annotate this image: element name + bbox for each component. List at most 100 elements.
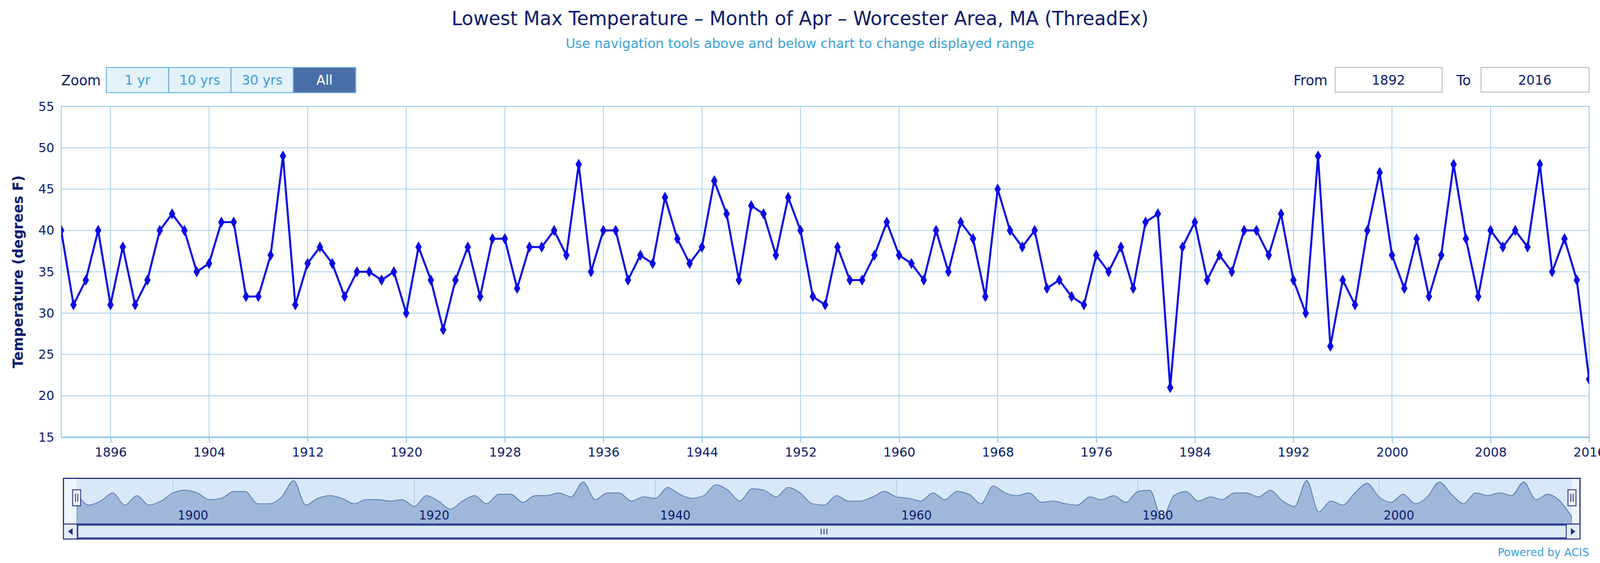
x-tick-label: 1928 [488, 444, 521, 460]
x-grid-line [898, 106, 901, 437]
series-marker [243, 291, 250, 303]
scrollbar-track[interactable] [63, 523, 1580, 539]
x-tick-mark [1391, 436, 1393, 443]
x-axis: 1896190419121920192819361944195219601968… [61, 436, 1600, 460]
x-tick-label: 1960 [883, 444, 916, 460]
zoom-button[interactable]: 30 yrs [231, 67, 294, 93]
series-marker [550, 224, 557, 237]
y-axis: 152025303540455055 [38, 99, 62, 445]
series-marker [747, 200, 755, 212]
y-tick: 35 [38, 264, 62, 280]
series-marker [341, 291, 348, 303]
series-marker [439, 323, 447, 336]
zoom-button-label[interactable]: 1 yr [124, 72, 151, 88]
series-line [61, 156, 1590, 388]
y-grid-line [61, 229, 1590, 232]
x-tick-label: 1976 [1080, 444, 1113, 460]
navigator-background[interactable] [63, 478, 1580, 524]
x-grid-line [1194, 106, 1196, 437]
y-grid-line [61, 188, 1590, 190]
scrollbar[interactable] [63, 523, 1580, 539]
x-tick-mark [110, 436, 112, 443]
navigator-handle-left[interactable] [72, 489, 81, 506]
series-marker [230, 216, 237, 229]
zoom-button-box[interactable] [293, 67, 356, 93]
series-marker [193, 265, 200, 278]
series-marker [969, 232, 977, 245]
x-tick-mark [1096, 436, 1098, 443]
zoom-button[interactable]: All [293, 67, 356, 93]
scrollbar-thumb[interactable] [77, 524, 1571, 538]
scrollbar-right-arrow[interactable] [1570, 527, 1576, 535]
credit[interactable]: Powered by ACIS [1497, 545, 1590, 559]
series-marker [94, 224, 102, 237]
navigator-selection[interactable] [76, 478, 1572, 524]
chart: Lowest Max Temperature – Month of Apr – … [0, 0, 1600, 563]
x-tick-label: 2008 [1474, 444, 1507, 460]
zoom-button-label[interactable]: All [316, 72, 333, 88]
x-tick: 1976 [1080, 436, 1113, 460]
navigator-handle-box[interactable] [1567, 489, 1576, 506]
navigator-handle-grip[interactable] [1572, 493, 1574, 502]
series-marker [255, 291, 262, 303]
series-marker [452, 274, 459, 286]
series-marker [821, 299, 829, 311]
navigator-handle-box[interactable] [72, 489, 81, 506]
scrollbar-grip[interactable] [820, 528, 822, 535]
series-marker [1019, 241, 1026, 253]
x-tick: 2000 [1376, 436, 1409, 460]
y-grid-line [61, 395, 1590, 397]
series-marker [1216, 249, 1223, 261]
navigator-handle-grip[interactable] [1570, 493, 1572, 502]
series-marker [427, 274, 435, 286]
from-input[interactable] [1335, 67, 1443, 93]
zoom-button-label[interactable]: 10 yrs [179, 72, 221, 88]
series-marker [575, 158, 582, 170]
zoom-button-box[interactable] [231, 67, 294, 93]
series-marker [1265, 249, 1272, 261]
series-marker [686, 257, 693, 270]
to-input[interactable] [1481, 67, 1590, 93]
scrollbar-grip[interactable] [826, 528, 828, 535]
to-value[interactable]: 2016 [1518, 72, 1552, 88]
series-marker [1573, 274, 1580, 286]
series-marker [144, 274, 151, 286]
zoom-button[interactable]: 10 yrs [168, 67, 232, 93]
series-marker [365, 265, 373, 278]
series-marker [1179, 241, 1186, 253]
x-tick: 2016 [1573, 436, 1600, 460]
scrollbar-grip[interactable] [823, 528, 825, 535]
series-marker [82, 274, 89, 286]
navigator-handle-grip[interactable] [74, 493, 77, 502]
x-tick-mark [1293, 436, 1295, 443]
zoom-button-label[interactable]: 30 yrs [241, 72, 284, 88]
zoom-button[interactable]: 1 yr [106, 67, 169, 93]
from-value[interactable]: 1892 [1371, 72, 1406, 88]
series-marker [1142, 216, 1149, 229]
series-marker [132, 299, 139, 311]
series-marker [304, 257, 311, 270]
navigator-handle-right[interactable] [1567, 489, 1576, 506]
x-tick: 1984 [1179, 436, 1212, 460]
scrollbar-left-button[interactable] [63, 523, 78, 539]
x-tick-mark [1194, 436, 1196, 443]
x-grid-line [1095, 106, 1097, 437]
scrollbar-left-arrow[interactable] [68, 527, 73, 535]
series-marker [1043, 282, 1050, 294]
navigator[interactable]: 190019201940196019802000 [63, 478, 1580, 524]
y-tick: 20 [38, 388, 62, 403]
title: Lowest Max Temperature – Month of Apr – … [451, 7, 1149, 30]
zoom-button-box[interactable] [168, 67, 232, 93]
zoom-button-box[interactable] [106, 67, 169, 93]
series-marker [1376, 166, 1383, 179]
navigator-plot [76, 480, 1572, 524]
scrollbar-right-button[interactable] [1566, 523, 1580, 539]
series-marker [168, 208, 175, 220]
series-marker [403, 307, 410, 319]
navigator-handle-grip[interactable] [77, 493, 79, 502]
series-marker [612, 224, 619, 237]
series-marker [932, 224, 939, 237]
x-tick-mark [800, 436, 802, 443]
series-marker [489, 232, 496, 245]
y-tick-label: 35 [38, 264, 55, 280]
